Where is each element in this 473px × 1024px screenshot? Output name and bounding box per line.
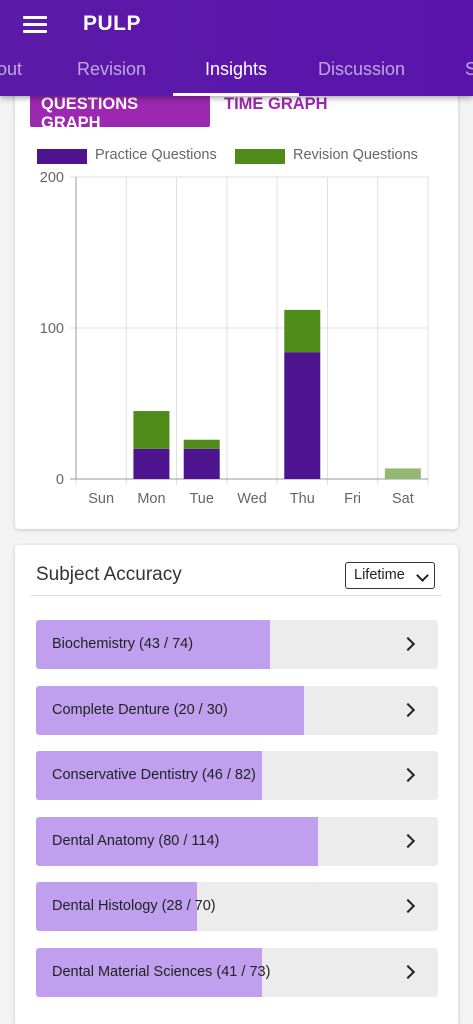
subject-label: Conservative Dentistry (46 / 82) (52, 767, 256, 783)
accuracy-fill-bar (36, 947, 262, 997)
chevron-right-icon (400, 636, 416, 652)
x-tick-label: Fri (344, 491, 361, 507)
tab-partial[interactable]: S (465, 59, 473, 79)
bar-sat-revision (384, 468, 421, 479)
subject-accuracy-title: Subject Accuracy (36, 564, 182, 585)
tab-discussion[interactable]: Discussion (318, 59, 406, 79)
subject-accuracy-card: Subject Accuracy Lifetime Biochemistry (… (15, 545, 458, 1024)
menu-icon[interactable] (23, 16, 47, 34)
legend-practice-label: Practice Questions (95, 147, 217, 163)
bar-thu-practice (284, 352, 321, 479)
x-tick-label: Sat (392, 491, 414, 507)
time-graph-button[interactable]: TIME GRAPH (224, 95, 328, 113)
chevron-right-icon (400, 898, 416, 914)
chevron-right-icon (400, 833, 416, 848)
x-tick-label: Tue (189, 491, 213, 507)
y-tick-label: 200 (40, 170, 64, 186)
questions-graph-card: QUESTIONS GRAPH TIME GRAPH Practice Ques… (15, 80, 458, 529)
period-select[interactable]: Lifetime (345, 562, 435, 589)
bar-tue-practice (183, 448, 220, 479)
y-tick-label: 100 (40, 321, 64, 337)
subject-label: Dental Anatomy (80 / 114) (52, 832, 220, 849)
chevron-right-icon (400, 964, 416, 979)
tab-insights[interactable]: Insights (205, 59, 268, 79)
chevron-right-icon (400, 702, 416, 717)
bar-thu-revision (284, 309, 321, 353)
x-tick-label: Wed (237, 491, 267, 507)
legend-revision-swatch (235, 149, 285, 164)
accuracy-fill-bar (36, 882, 197, 931)
questions-bar-chart: 0 100 200 Sun Mon Tue Wed Thu Fri Sat (40, 170, 429, 507)
subject-label: Dental Histology (28 / 70) (52, 898, 216, 914)
legend-practice-swatch (37, 149, 87, 164)
tab-revision[interactable]: Revision (77, 59, 147, 79)
x-tick-label: Mon (137, 491, 165, 507)
accuracy-fill-bar (36, 685, 304, 735)
legend-revision-label: Revision Questions (293, 147, 418, 163)
subject-row[interactable]: Dental Anatomy (80 / 114) (36, 816, 438, 866)
subject-row[interactable]: Conservative Dentistry (46 / 82) (36, 751, 438, 800)
app-bar: PULP out Revision Insights Discussion S (0, 0, 473, 96)
subject-row[interactable]: Dental Material Sciences (41 / 73) (36, 947, 438, 997)
x-tick-label: Thu (290, 491, 315, 507)
tab-about[interactable]: out (0, 59, 23, 79)
app-title: PULP (83, 12, 142, 35)
subject-row[interactable]: Dental Histology (28 / 70) (36, 882, 438, 931)
subject-row[interactable]: Biochemistry (43 / 74) (36, 620, 438, 669)
y-tick-label: 0 (56, 472, 64, 488)
subject-row[interactable]: Complete Denture (20 / 30) (36, 685, 438, 735)
bar-mon-revision (133, 411, 170, 449)
subject-label: Biochemistry (43 / 74) (52, 636, 194, 652)
x-tick-label: Sun (88, 491, 114, 507)
accuracy-fill-bar (36, 751, 262, 800)
period-select-value: Lifetime (354, 567, 405, 583)
bar-tue-revision (183, 439, 220, 449)
tab-bar: out Revision Insights Discussion S (0, 50, 473, 96)
bar-mon-practice (133, 448, 170, 479)
subject-label: Dental Material Sciences (41 / 73) (52, 963, 271, 980)
accuracy-fill-bar (36, 620, 270, 669)
chevron-right-icon (400, 767, 416, 783)
chevron-down-icon (416, 569, 429, 582)
subject-label: Complete Denture (20 / 30) (52, 701, 228, 718)
active-tab-indicator (173, 93, 299, 96)
accuracy-fill-bar (36, 816, 319, 866)
questions-graph-button[interactable]: QUESTIONS GRAPH (30, 90, 210, 132)
divider (31, 595, 442, 596)
